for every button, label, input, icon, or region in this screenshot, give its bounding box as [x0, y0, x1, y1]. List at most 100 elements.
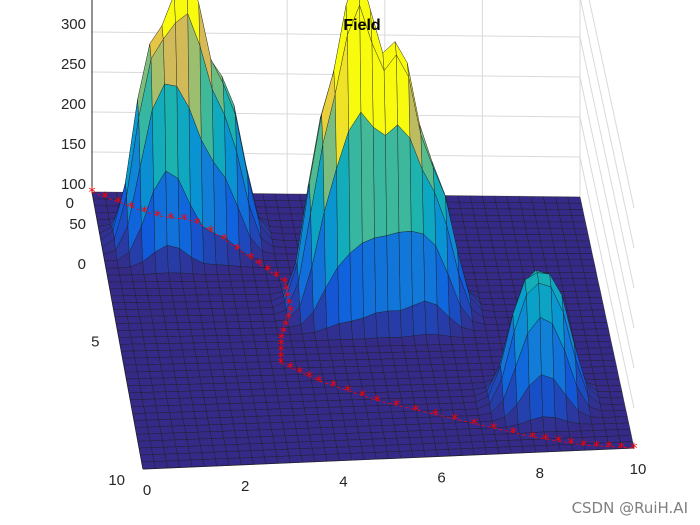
surface-patch — [245, 422, 260, 431]
surface-patch — [477, 234, 493, 242]
surface-patch — [222, 430, 237, 439]
surface-patch — [354, 352, 370, 361]
surface-patch — [187, 376, 202, 385]
surface-patch — [350, 452, 365, 461]
surface-patch — [262, 320, 277, 329]
surface-patch — [422, 443, 437, 451]
surface-patch — [365, 345, 381, 354]
surface-patch — [338, 320, 353, 340]
surface-patch — [214, 389, 229, 398]
surface-patch — [369, 365, 385, 373]
surface-patch — [445, 376, 461, 385]
surface-patch — [135, 295, 150, 303]
surface-patch — [217, 342, 232, 350]
surface-patch — [240, 266, 255, 275]
surface-patch — [258, 361, 273, 370]
surface-patch — [538, 282, 553, 324]
x-tick-label: 10 — [630, 461, 647, 478]
surface-patch — [484, 266, 499, 274]
surface-patch — [114, 316, 129, 324]
surface-patch — [333, 366, 348, 374]
surface-patch — [591, 309, 606, 317]
surface-patch — [500, 227, 516, 235]
surface-patch — [568, 316, 583, 324]
surface-patch — [144, 343, 159, 352]
surface-patch — [213, 451, 228, 460]
surface-patch — [552, 240, 567, 248]
surface-patch — [168, 272, 183, 282]
surface-patch — [268, 415, 283, 423]
path-marker: * — [278, 332, 285, 348]
surface-patch — [316, 407, 331, 415]
surface-patch — [451, 344, 466, 352]
surface-patch — [205, 342, 220, 350]
surface-patch — [385, 124, 400, 236]
surface-patch — [143, 405, 158, 414]
surface-patch — [330, 353, 345, 361]
surface-patch — [222, 301, 237, 309]
surface-patch — [544, 259, 559, 267]
surface-patch — [220, 294, 236, 302]
surface-patch — [250, 321, 265, 329]
surface-patch — [201, 321, 216, 330]
surface-patch — [249, 382, 265, 390]
surface-patch — [127, 385, 142, 394]
surface-patch — [462, 221, 478, 229]
path-marker: * — [432, 407, 439, 423]
path-marker: * — [256, 257, 263, 273]
surface-patch — [506, 196, 521, 203]
surface-patch — [568, 259, 583, 267]
surface-patch — [580, 316, 596, 324]
surface-patch — [253, 402, 269, 410]
surface-patch — [189, 390, 205, 399]
surface-patch — [524, 221, 539, 229]
surface-patch — [587, 290, 602, 298]
surface-patch — [373, 385, 388, 393]
surface-patch — [574, 228, 589, 235]
surface-patch — [481, 310, 496, 319]
surface-patch — [521, 208, 536, 216]
surface-patch — [117, 330, 132, 338]
surface-patch — [584, 278, 600, 286]
surface-patch — [226, 389, 241, 398]
surface-patch — [500, 285, 516, 293]
surface-patch — [420, 370, 435, 379]
surface-patch — [567, 196, 582, 204]
surface-patch — [164, 453, 179, 462]
surface-patch — [174, 308, 189, 317]
surface-patch — [264, 327, 279, 336]
surface-patch — [335, 439, 350, 448]
surface-patch — [460, 389, 476, 397]
surface-patch — [557, 209, 573, 216]
surface-patch — [198, 438, 214, 447]
surface-patch — [289, 394, 304, 403]
surface-patch — [281, 227, 296, 235]
surface-patch — [467, 363, 483, 371]
surface-patch — [210, 369, 225, 378]
surface-patch — [276, 394, 292, 403]
surface-patch — [465, 234, 480, 242]
surface-patch — [412, 300, 427, 337]
surface-patch — [178, 329, 193, 337]
surface-patch — [223, 307, 238, 316]
surface-patch — [483, 440, 498, 449]
surface-patch — [470, 434, 485, 443]
surface-patch — [128, 392, 143, 401]
surface-patch — [275, 448, 290, 457]
surface-patch — [204, 403, 219, 412]
surface-patch — [277, 206, 292, 215]
surface-patch — [454, 240, 470, 248]
surface-patch — [306, 420, 321, 429]
surface-patch — [148, 433, 163, 442]
surface-patch — [229, 341, 245, 350]
surface-patch — [294, 421, 309, 429]
surface-patch — [410, 384, 425, 392]
surface-patch — [193, 342, 208, 351]
surface-patch — [166, 244, 181, 274]
surface-patch — [601, 353, 616, 361]
surface-patch — [477, 349, 492, 358]
surface-patch — [310, 440, 325, 449]
surface-patch — [421, 377, 436, 385]
surface-patch — [137, 309, 153, 317]
surface-patch — [186, 370, 201, 378]
